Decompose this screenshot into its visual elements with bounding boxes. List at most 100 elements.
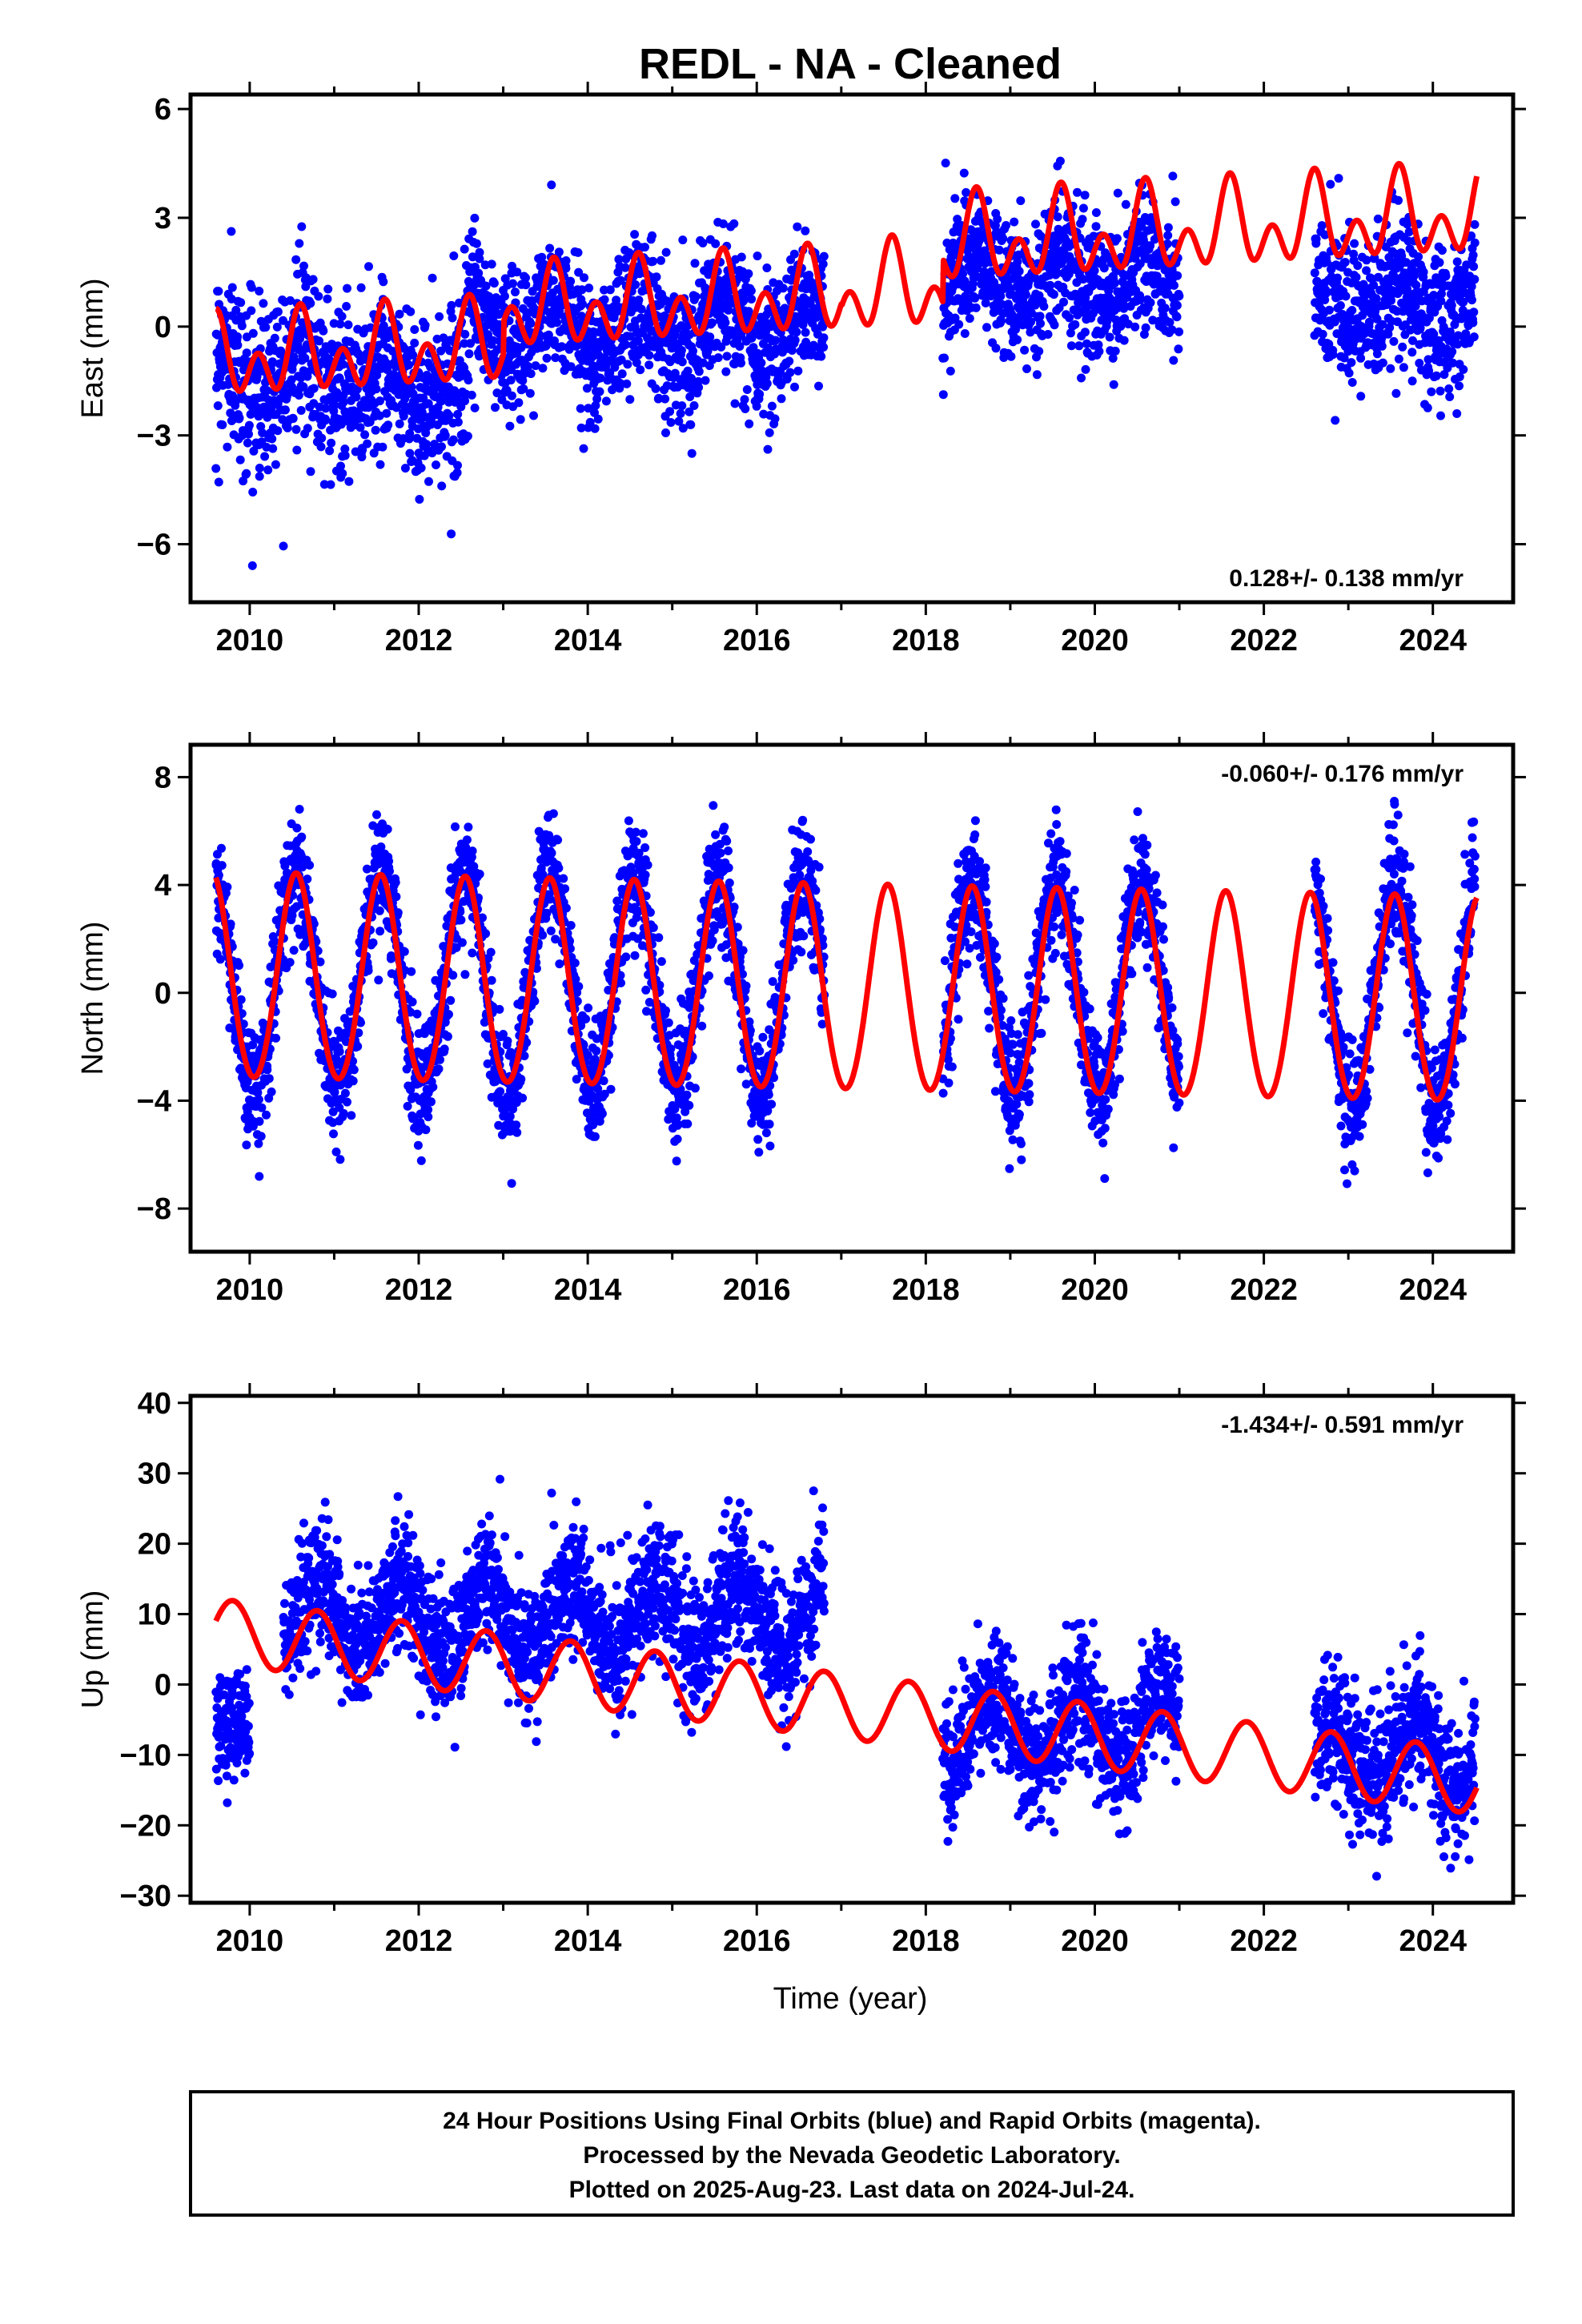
data-point: [444, 411, 454, 420]
data-point: [722, 352, 732, 361]
data-point: [255, 287, 264, 296]
data-point: [1091, 222, 1101, 231]
data-point: [375, 460, 385, 469]
data-point: [330, 400, 339, 410]
data-point: [1099, 263, 1109, 273]
data-point: [661, 428, 670, 437]
data-point: [404, 360, 414, 370]
panels-group: 2010 2012 2014 2016 2018 2020 2022 2024630−3−6E…: [76, 82, 1526, 1958]
data-point: [215, 955, 225, 964]
data-point: [468, 948, 477, 958]
data-point: [214, 477, 223, 487]
data-point: [1174, 327, 1184, 336]
data-point: [661, 394, 670, 404]
x-tick-label: 2022: [1230, 624, 1298, 657]
data-point: [470, 213, 480, 223]
data-point: [1310, 268, 1319, 278]
x-tick-label: 2020: [1061, 624, 1129, 657]
data-point: [296, 406, 306, 415]
data-point: [308, 275, 318, 284]
data-point: [357, 452, 367, 462]
data-point: [244, 420, 254, 430]
data-point: [1170, 197, 1180, 207]
data-point: [548, 275, 558, 285]
data-point: [656, 255, 665, 265]
data-point: [327, 989, 337, 999]
data-point: [1163, 223, 1173, 232]
east-y-axis-label: East (mm): [76, 278, 110, 418]
data-point: [1423, 403, 1432, 412]
data-point: [406, 307, 416, 316]
data-point: [1455, 381, 1464, 391]
data-point: [818, 259, 828, 269]
x-tick-label: 2024: [1399, 624, 1467, 657]
data-point: [267, 434, 277, 444]
data-point: [255, 1116, 264, 1126]
data-point: [580, 273, 588, 283]
data-point: [1170, 280, 1178, 290]
data-point: [268, 444, 278, 453]
data-point: [449, 251, 459, 260]
data-point: [387, 951, 396, 960]
data-point: [605, 285, 615, 295]
data-point: [462, 835, 472, 845]
data-point: [233, 340, 243, 350]
data-point: [259, 299, 268, 308]
data-point: [1081, 364, 1090, 374]
data-point: [762, 379, 772, 388]
data-point: [578, 300, 587, 309]
data-point: [432, 460, 440, 469]
data-point: [496, 1087, 505, 1096]
data-point: [1080, 328, 1090, 337]
data-point: [290, 356, 299, 366]
x-tick-label: 2014: [554, 624, 622, 657]
data-point: [1468, 296, 1476, 305]
data-point: [1326, 179, 1335, 189]
data-point: [965, 314, 974, 324]
data-point: [317, 433, 327, 443]
data-point: [428, 1082, 438, 1092]
data-point: [263, 465, 273, 475]
data-point: [315, 336, 324, 346]
data-point: [1470, 219, 1480, 229]
data-point: [1105, 332, 1114, 342]
data-point: [1469, 332, 1479, 342]
data-point: [737, 252, 746, 262]
data-point: [487, 259, 496, 269]
data-point: [1016, 196, 1026, 206]
data-point: [1080, 191, 1090, 200]
data-point: [1039, 302, 1049, 311]
data-point: [790, 336, 800, 345]
data-point: [279, 541, 288, 551]
data-point: [217, 861, 227, 870]
data-point: [1391, 388, 1401, 398]
data-point: [1334, 174, 1343, 183]
data-point: [521, 280, 531, 290]
data-point: [375, 906, 384, 915]
data-point: [360, 430, 370, 440]
data-point: [260, 452, 270, 461]
data-point: [292, 445, 302, 455]
data-point: [303, 424, 312, 433]
data-point: [1049, 290, 1058, 300]
data-point: [267, 357, 277, 367]
data-point: [1059, 297, 1068, 307]
data-point: [997, 316, 1006, 326]
data-point: [516, 1075, 526, 1084]
data-point: [415, 495, 424, 504]
data-point: [383, 420, 393, 430]
data-point: [1163, 231, 1173, 240]
data-point: [495, 1004, 504, 1014]
data-point: [994, 245, 1004, 255]
data-point: [218, 420, 227, 429]
data-point: [235, 455, 245, 464]
data-point: [448, 971, 458, 980]
data-point: [420, 320, 430, 330]
data-point: [576, 404, 585, 413]
x-tick-label: 2012: [385, 624, 453, 657]
data-point: [1172, 312, 1182, 322]
data-point: [436, 1055, 444, 1064]
data-point: [617, 369, 627, 379]
data-point: [437, 442, 446, 452]
data-point: [623, 360, 632, 369]
